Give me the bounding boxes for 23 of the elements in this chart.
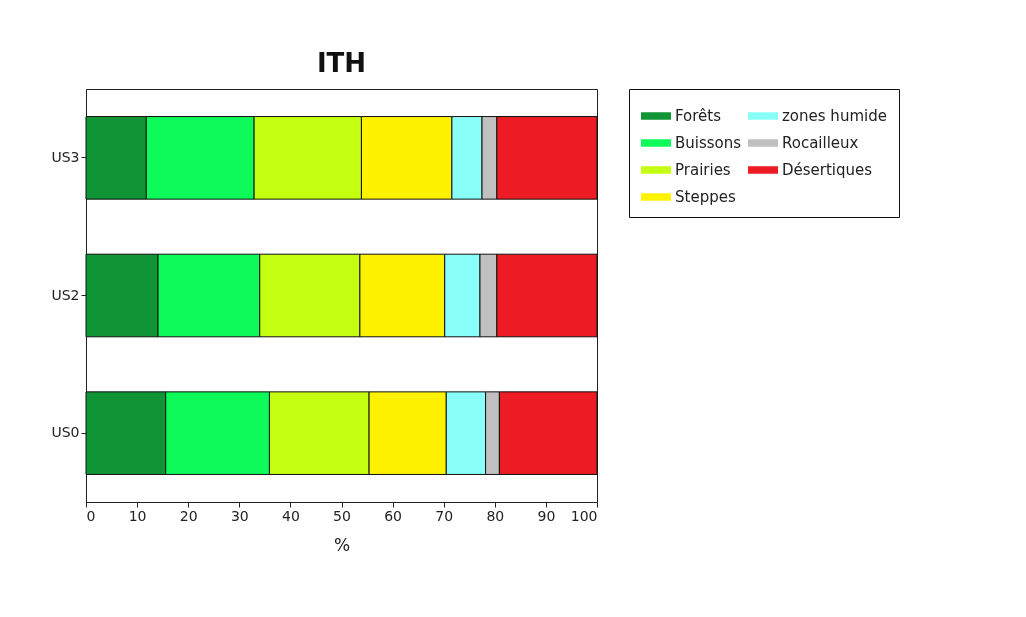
x-tick-label: 70 xyxy=(435,507,454,524)
x-tick-label: 90 xyxy=(537,507,556,524)
x-tick-label: 40 xyxy=(281,507,300,524)
y-tick-label: US0 xyxy=(51,424,80,441)
legend-label: Steppes xyxy=(675,188,736,206)
x-tick-label: 100 xyxy=(570,507,598,524)
x-tick-label: 50 xyxy=(333,507,351,524)
chart-title: ITH xyxy=(316,47,367,78)
legend-label: Forêts xyxy=(675,107,722,125)
x-axis-title: % xyxy=(333,534,351,555)
y-tick-label: US2 xyxy=(51,286,80,303)
legend-label: Buissons xyxy=(675,134,742,152)
legend-label: Rocailleux xyxy=(782,134,859,152)
x-tick-label: 60 xyxy=(384,507,403,524)
x-tick-label: 0 xyxy=(86,507,96,524)
x-tick-label: 80 xyxy=(486,507,505,524)
x-tick-label: 20 xyxy=(179,507,198,524)
y-tick-label: US3 xyxy=(51,148,80,165)
x-tick-label: 10 xyxy=(128,507,147,524)
x-tick-label: 30 xyxy=(230,507,249,524)
legend-label: zones humide xyxy=(782,107,887,125)
legend-label: Prairies xyxy=(675,161,731,179)
legend-label: Désertiques xyxy=(782,161,873,179)
